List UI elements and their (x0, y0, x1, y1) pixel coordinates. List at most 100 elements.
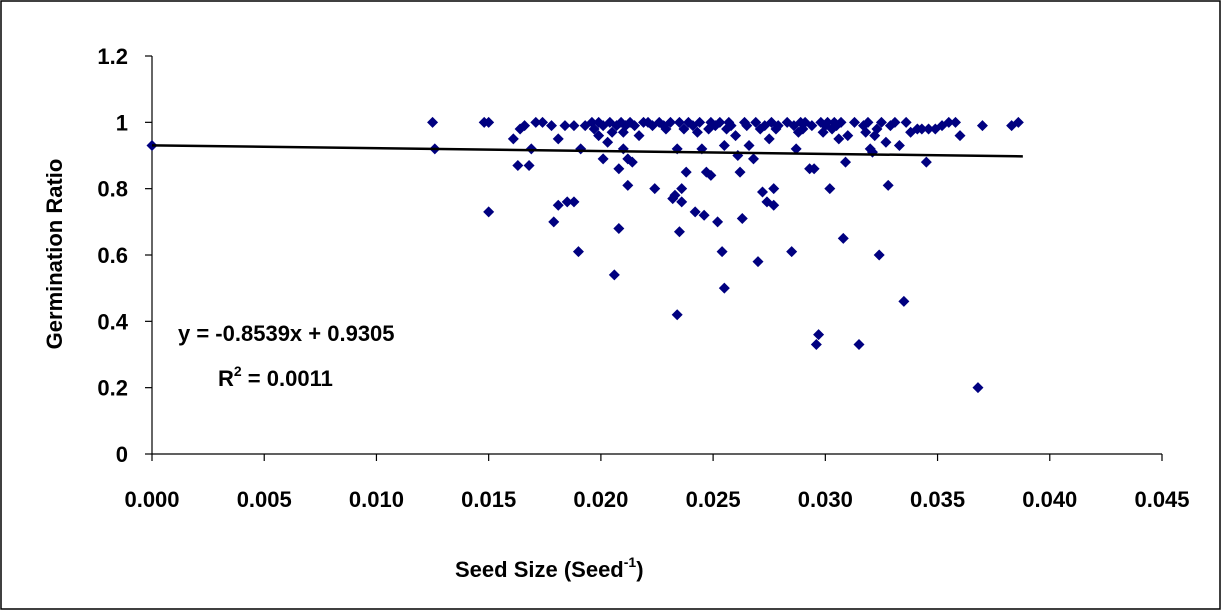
ticks: 0.000 0.005 0.010 0.015 0.020 0.025 0.030 0.035… (97, 44, 1189, 512)
data-point (548, 216, 560, 228)
data-point (824, 183, 836, 195)
data-point (763, 133, 775, 145)
data-point (626, 156, 638, 168)
data-point (743, 140, 755, 152)
trendline-r2: R2 = 0.0011 (218, 363, 333, 391)
x-tick-label: 0.025 (686, 487, 741, 512)
data-point (572, 246, 584, 258)
data-point (568, 120, 580, 132)
data-point (530, 116, 542, 128)
data-point (900, 116, 912, 128)
data-point (873, 249, 885, 261)
data-point (694, 116, 706, 128)
data-point (860, 126, 872, 138)
data-point (660, 123, 672, 135)
data-point (943, 116, 955, 128)
y-tick-label: 0.4 (97, 309, 128, 334)
x-tick-label: 0.015 (461, 487, 516, 512)
data-point (756, 186, 768, 198)
data-point (673, 226, 685, 238)
data-point (676, 183, 688, 195)
data-point (741, 120, 753, 132)
data-point (833, 133, 845, 145)
data-point (976, 120, 988, 132)
trendline (151, 144, 1023, 158)
y-tick-label: 0 (116, 442, 128, 467)
data-point (714, 116, 726, 128)
data-point (680, 166, 692, 178)
data-point (837, 232, 849, 244)
data-point (552, 133, 564, 145)
data-point (691, 126, 703, 138)
data-point (882, 179, 894, 191)
data-point (593, 130, 605, 142)
data-point (871, 123, 883, 135)
data-point (633, 130, 645, 142)
data-points (146, 116, 1024, 394)
data-point (734, 166, 746, 178)
x-tick-label: 0.030 (798, 487, 853, 512)
trendline-group (151, 144, 1023, 158)
data-point (880, 136, 892, 148)
data-point (678, 123, 690, 135)
data-point (689, 206, 701, 218)
data-point (622, 179, 634, 191)
data-point (835, 116, 847, 128)
data-point (427, 116, 439, 128)
y-tick-label: 0.2 (97, 376, 128, 401)
data-point (546, 120, 558, 132)
data-point (718, 140, 730, 152)
data-point (750, 116, 762, 128)
data-point (748, 153, 760, 165)
data-point (537, 116, 549, 128)
data-point (916, 123, 928, 135)
y-tick-label: 0.6 (97, 243, 128, 268)
x-tick-label: 0.010 (349, 487, 404, 512)
data-point (705, 169, 717, 181)
y-axis-title: Germination Ratio (42, 159, 67, 350)
data-point (875, 116, 887, 128)
data-point (608, 269, 620, 281)
data-point (561, 196, 573, 208)
data-point (822, 116, 834, 128)
data-point (954, 130, 966, 142)
data-point (552, 199, 564, 211)
x-tick-label: 0.000 (124, 487, 179, 512)
data-point (790, 143, 802, 155)
data-point (752, 256, 764, 268)
data-point (664, 116, 676, 128)
y-tick-label: 0.8 (97, 177, 128, 202)
data-point (772, 120, 784, 132)
data-point (810, 339, 822, 351)
data-point (649, 183, 661, 195)
data-point (862, 116, 874, 128)
data-point (736, 213, 748, 225)
data-point (673, 116, 685, 128)
trendline-equation: y = -0.8539x + 0.9305 (178, 321, 395, 346)
data-point (923, 123, 935, 135)
data-point (629, 120, 641, 132)
data-point (730, 130, 742, 142)
data-point (523, 159, 535, 171)
data-point (519, 120, 531, 132)
data-point (676, 196, 688, 208)
x-tick-label: 0.005 (237, 487, 292, 512)
data-point (507, 133, 519, 145)
data-point (597, 153, 609, 165)
data-point (559, 120, 571, 132)
data-point (768, 183, 780, 195)
data-point (1012, 116, 1024, 128)
data-point (716, 246, 728, 258)
data-point (512, 159, 524, 171)
data-point (889, 116, 901, 128)
data-point (606, 126, 618, 138)
y-tick-label: 1.2 (97, 44, 128, 69)
data-point (768, 199, 780, 211)
data-point (483, 116, 495, 128)
data-point (568, 196, 580, 208)
data-point (718, 282, 730, 294)
data-point (698, 209, 710, 221)
